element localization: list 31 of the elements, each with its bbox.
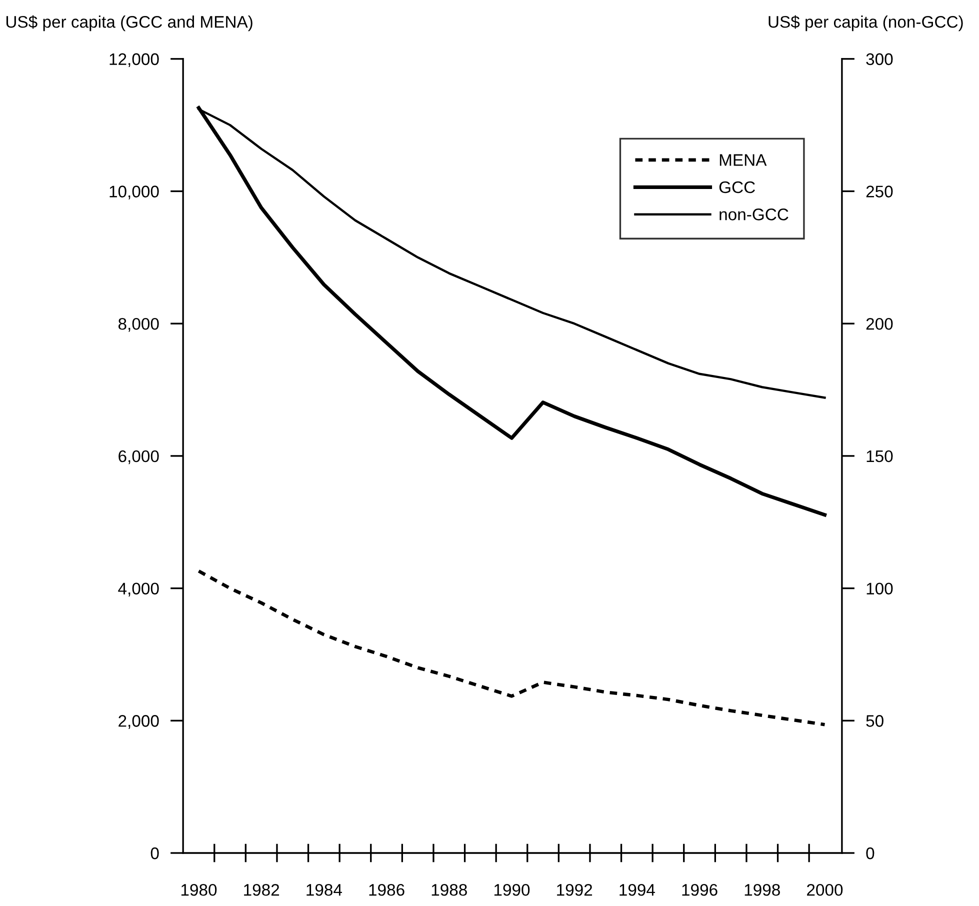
y2-axis-title: US$ per capita (non-GCC) — [768, 15, 963, 32]
x-tick-label: 1992 — [557, 884, 592, 896]
legend-label: MENA — [720, 154, 767, 166]
legend-label: GCC — [719, 181, 755, 194]
y2-tick-label: 50 — [866, 715, 884, 727]
y2-tick-label: 150 — [866, 450, 893, 462]
x-tick-label: 1980 — [181, 884, 217, 896]
y-tick-label: 6,000 — [118, 450, 159, 464]
y2-tick-label: 200 — [866, 318, 893, 330]
line-series — [197, 569, 826, 726]
y-tick-label: 4,000 — [118, 582, 159, 596]
y2-tick-label: 0 — [866, 847, 874, 860]
x-tick-label: 1986 — [369, 884, 404, 896]
y2-tick-label: 100 — [866, 582, 893, 594]
x-tick-label: 1988 — [432, 884, 467, 896]
x-tick-label: 1982 — [244, 884, 280, 896]
x-tick-label: 2000 — [807, 884, 843, 896]
y-axis-title: US$ per capita (GCC and MENA) — [6, 15, 252, 32]
y-tick-label: 8,000 — [118, 318, 159, 332]
x-tick-label: 1996 — [682, 884, 718, 896]
y-tick-label: 2,000 — [118, 715, 159, 729]
y-tick-label: 10,000 — [110, 186, 159, 200]
legend-label: non-GCC — [720, 208, 788, 220]
y2-tick-label: 250 — [866, 186, 893, 198]
x-tick-label: 1998 — [744, 884, 780, 896]
x-tick-label: 1984 — [306, 884, 342, 896]
x-tick-label: 1990 — [494, 884, 530, 896]
y2-tick-label: 300 — [866, 53, 893, 66]
x-tick-label: 1994 — [620, 884, 655, 896]
y-tick-label: 0 — [150, 847, 159, 860]
y-tick-label: 12,000 — [110, 53, 159, 68]
